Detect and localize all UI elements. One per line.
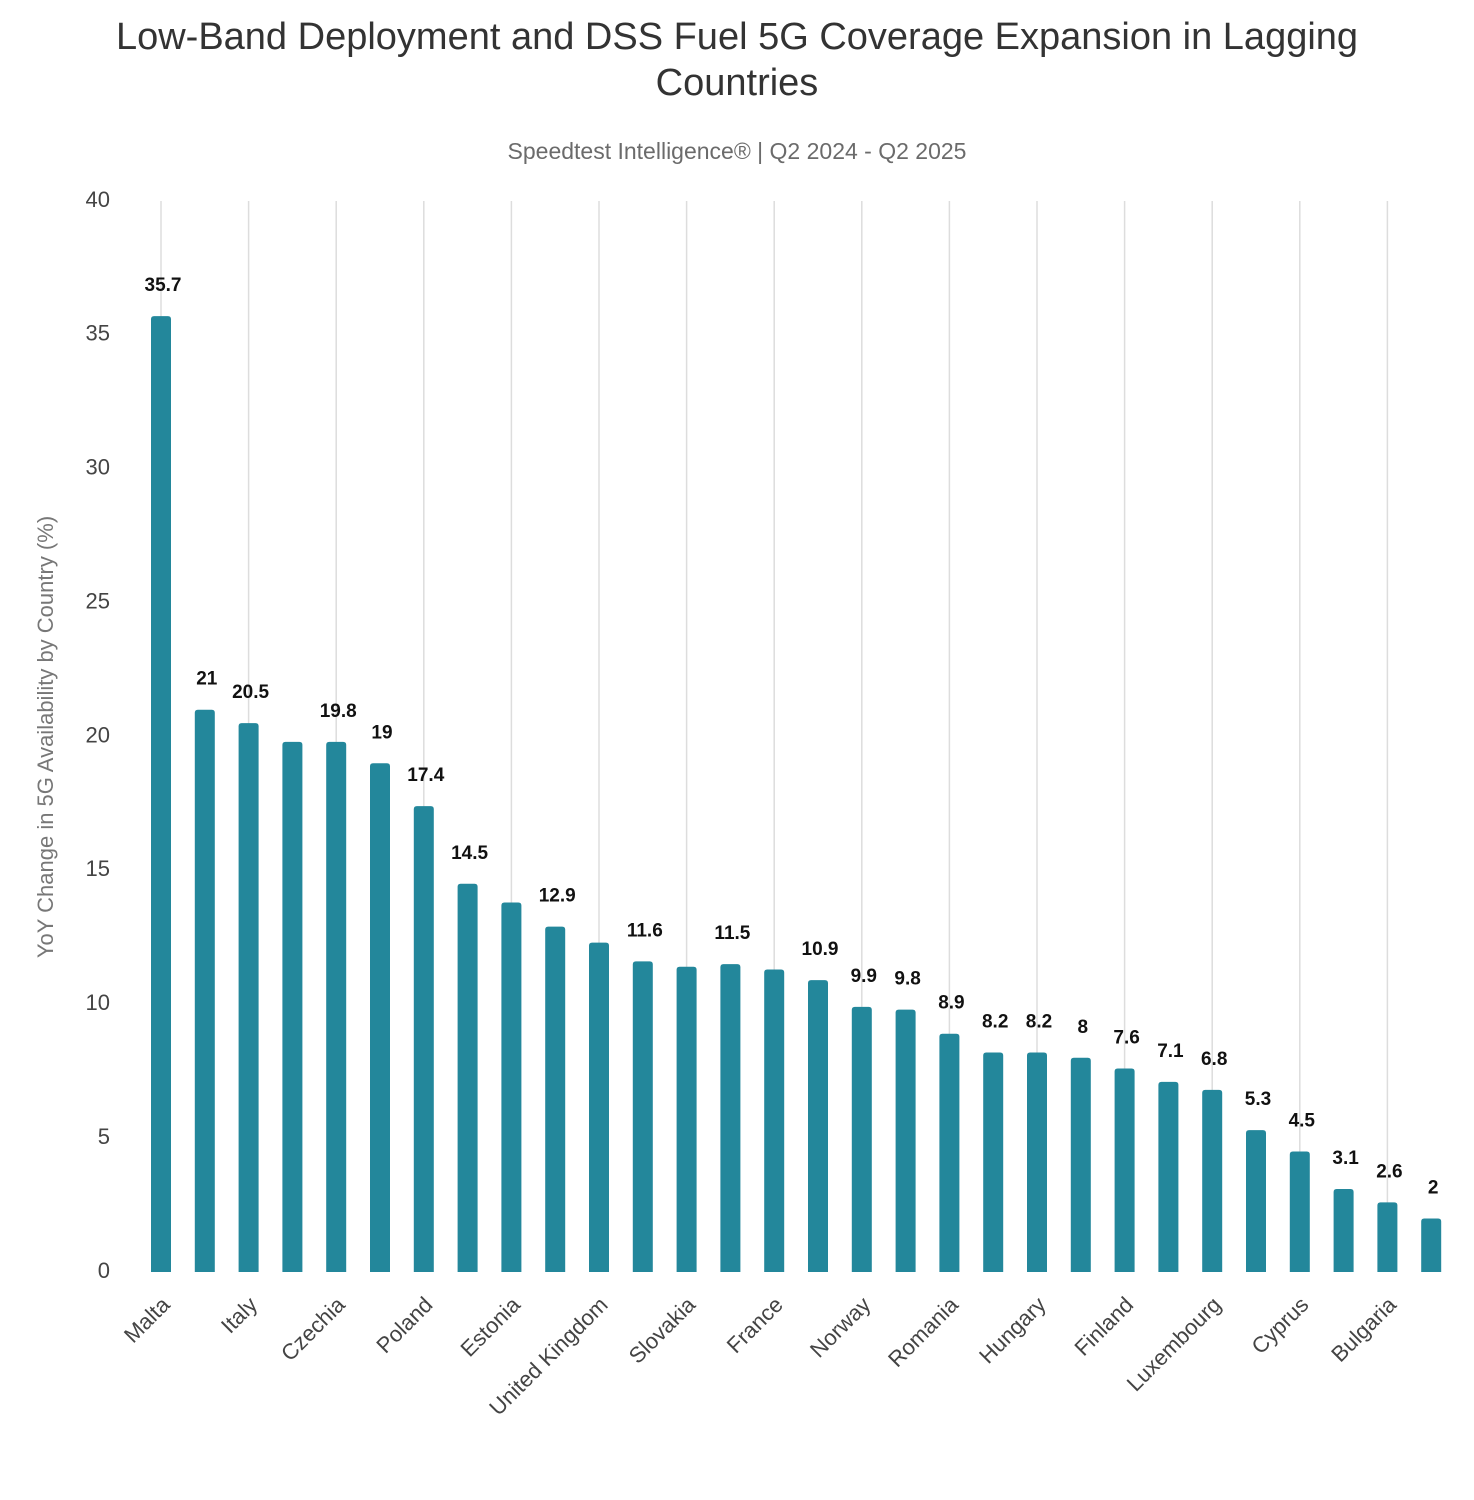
bar bbox=[326, 741, 347, 1272]
bar bbox=[413, 806, 434, 1272]
data-label: 8 bbox=[1078, 1017, 1089, 1038]
bar bbox=[194, 709, 215, 1272]
data-label: 9.8 bbox=[894, 969, 920, 990]
bar bbox=[983, 1052, 1004, 1272]
data-label: 35.7 bbox=[145, 275, 182, 296]
y-tick-label: 10 bbox=[86, 990, 110, 1015]
x-tick-label: Hungary bbox=[974, 1292, 1050, 1368]
x-tick-label: Luxembourg bbox=[1122, 1292, 1226, 1396]
x-tick-label: Estonia bbox=[455, 1291, 525, 1361]
y-axis-title: YoY Change in 5G Availability by Country… bbox=[33, 516, 58, 958]
bar bbox=[151, 316, 171, 1272]
bar bbox=[1421, 1218, 1442, 1272]
data-label: 2.6 bbox=[1376, 1161, 1402, 1182]
chart-title: Low-Band Deployment and DSS Fuel 5G Cove… bbox=[115, 16, 1359, 104]
bar bbox=[370, 763, 390, 1272]
y-tick-label: 30 bbox=[86, 455, 110, 480]
bar bbox=[1027, 1052, 1047, 1272]
bar bbox=[1158, 1081, 1179, 1272]
bar bbox=[1202, 1089, 1223, 1272]
bar bbox=[851, 1006, 872, 1272]
data-label: 20.5 bbox=[232, 682, 269, 703]
data-label: 8.2 bbox=[1026, 1011, 1052, 1032]
data-label: 8.2 bbox=[982, 1011, 1008, 1032]
bar bbox=[1114, 1068, 1135, 1272]
bar bbox=[238, 723, 259, 1272]
bar bbox=[1289, 1151, 1310, 1272]
data-label: 6.8 bbox=[1201, 1049, 1227, 1070]
y-tick-label: 35 bbox=[86, 321, 110, 346]
y-tick-label: 20 bbox=[86, 722, 110, 747]
x-tick-label: Malta bbox=[119, 1291, 175, 1347]
x-tick-label: France bbox=[722, 1292, 788, 1358]
x-tick-label: Finland bbox=[1070, 1292, 1139, 1361]
y-tick-label: 0 bbox=[98, 1258, 110, 1283]
data-label: 7.6 bbox=[1113, 1028, 1139, 1049]
data-label: 3.1 bbox=[1332, 1148, 1359, 1169]
y-tick-label: 15 bbox=[86, 856, 110, 881]
y-tick-label: 40 bbox=[86, 187, 110, 212]
bar bbox=[545, 926, 566, 1272]
bar bbox=[720, 964, 741, 1272]
x-tick-label: Norway bbox=[805, 1292, 875, 1362]
data-label: 4.5 bbox=[1289, 1111, 1316, 1132]
bar bbox=[676, 966, 697, 1272]
data-label: 17.4 bbox=[407, 765, 444, 786]
bar bbox=[632, 961, 653, 1272]
x-tick-label: Czechia bbox=[276, 1291, 350, 1365]
data-label: 9.9 bbox=[851, 966, 877, 987]
y-tick-label: 25 bbox=[86, 588, 110, 613]
data-label: 7.1 bbox=[1157, 1041, 1184, 1062]
x-tick-label: Cyprus bbox=[1246, 1292, 1313, 1359]
x-tick-label: Italy bbox=[216, 1292, 262, 1338]
bar bbox=[589, 942, 609, 1272]
data-label: 8.9 bbox=[938, 993, 964, 1014]
bar bbox=[895, 1009, 916, 1272]
x-tick-label: Slovakia bbox=[624, 1291, 701, 1368]
data-label: 11.5 bbox=[714, 923, 750, 944]
data-label: 2 bbox=[1428, 1177, 1439, 1198]
bar bbox=[501, 902, 522, 1272]
bar bbox=[1333, 1188, 1354, 1272]
data-label: 19.8 bbox=[320, 701, 357, 722]
bar bbox=[282, 741, 303, 1272]
chart-subtitle: Speedtest Intelligence® | Q2 2024 - Q2 2… bbox=[507, 138, 967, 164]
bar bbox=[764, 969, 785, 1272]
data-label: 12.9 bbox=[539, 886, 576, 907]
x-tick-label: Bulgaria bbox=[1326, 1291, 1401, 1366]
data-label: 21 bbox=[196, 669, 218, 690]
y-tick-label: 5 bbox=[98, 1124, 110, 1149]
x-tick-label: Poland bbox=[371, 1292, 437, 1358]
bar bbox=[1377, 1202, 1398, 1272]
bar bbox=[1070, 1057, 1091, 1272]
bar bbox=[457, 883, 478, 1272]
bar bbox=[1246, 1130, 1266, 1272]
data-label: 11.6 bbox=[627, 920, 663, 941]
x-tick-label: Romania bbox=[883, 1291, 963, 1371]
data-label: 14.5 bbox=[451, 843, 488, 864]
data-label: 10.9 bbox=[802, 939, 839, 960]
data-label: 19 bbox=[371, 722, 392, 743]
bar bbox=[939, 1033, 960, 1272]
data-label: 5.3 bbox=[1245, 1089, 1271, 1110]
bar bbox=[808, 980, 828, 1272]
